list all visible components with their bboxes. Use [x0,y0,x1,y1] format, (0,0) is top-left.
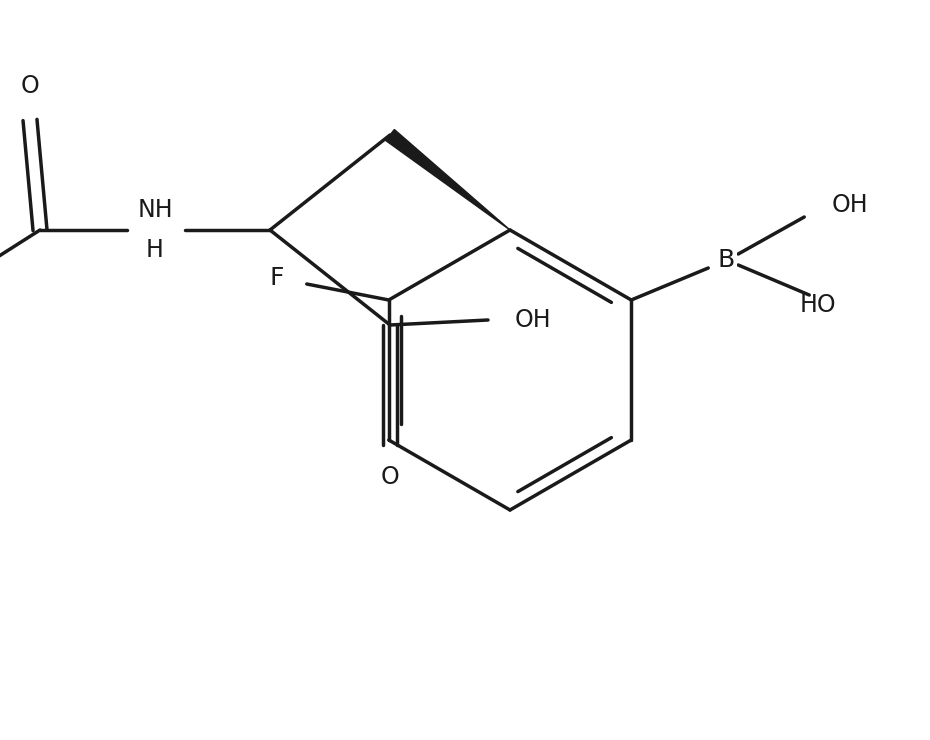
Text: F: F [270,266,284,290]
Text: HO: HO [800,293,836,317]
Text: H: H [146,238,164,262]
Text: O: O [20,74,39,98]
Text: O: O [380,465,399,489]
Text: OH: OH [831,193,868,217]
Text: B: B [718,248,735,272]
Text: OH: OH [515,308,551,332]
Text: NH: NH [138,198,173,222]
Polygon shape [386,130,510,230]
